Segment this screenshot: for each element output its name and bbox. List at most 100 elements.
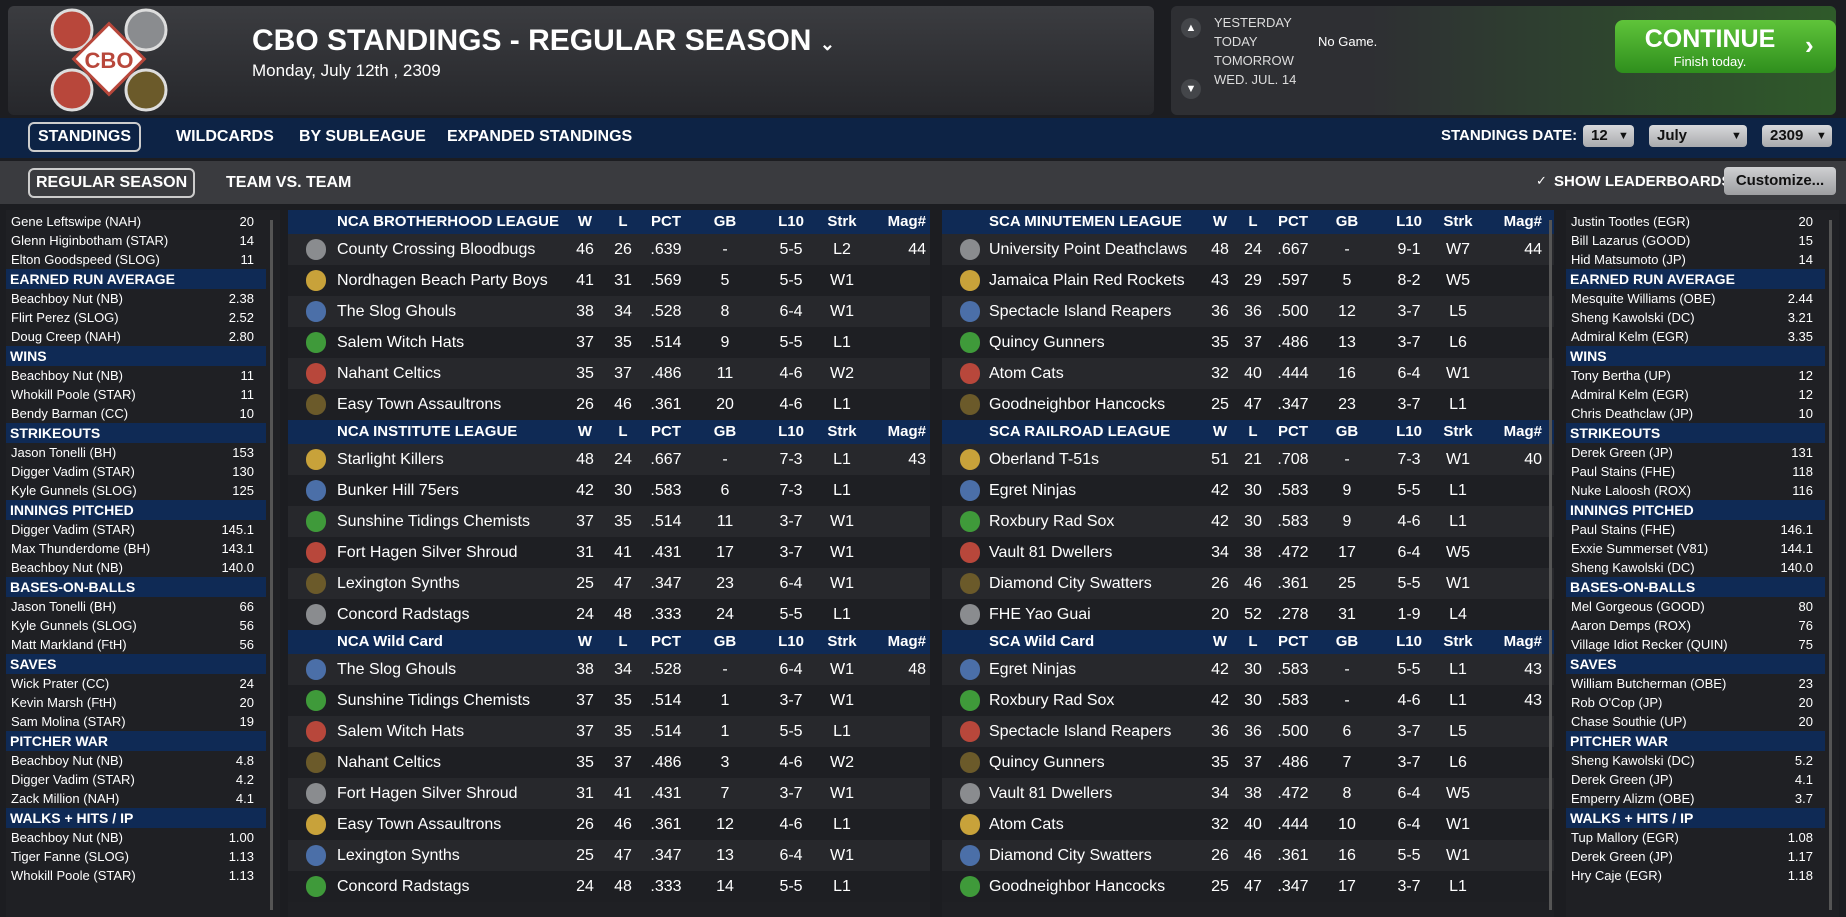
scroll-down-button[interactable]: ▼ [1181,79,1201,99]
leader-name[interactable]: Chris Deathclaw (JP) [1571,406,1694,421]
leader-name[interactable]: Beachboy Nut (NB) [11,830,123,845]
date-dropdown[interactable]: 2309 ▼ [1762,125,1832,147]
team-name[interactable]: Sunshine Tidings Chemists [337,692,530,709]
team-name[interactable]: Fort Hagen Silver Shroud [337,544,518,561]
team-name[interactable]: Jamaica Plain Red Rockets [989,272,1185,289]
leader-name[interactable]: Hid Matsumoto (JP) [1571,252,1686,267]
leader-name[interactable]: Max Thunderdome (BH) [11,541,151,556]
team-name[interactable]: Vault 81 Dwellers [989,785,1113,802]
checkbox[interactable]: ✓ [1536,173,1547,188]
leader-name[interactable]: Flirt Perez (SLOG) [11,310,119,325]
leader-name[interactable]: Beachboy Nut (NB) [11,291,123,306]
team-name[interactable]: Goodneighbor Hancocks [989,878,1166,895]
team-name[interactable]: Concord Radstags [337,606,470,623]
leader-name[interactable]: Derek Green (JP) [1571,849,1673,864]
team-name[interactable]: Salem Witch Hats [337,334,465,351]
leader-name[interactable]: Emperry Alizm (OBE) [1571,791,1695,806]
tab[interactable]: STANDINGS [28,122,142,152]
leader-name[interactable]: Hry Caje (EGR) [1571,868,1663,883]
team-name[interactable]: Atom Cats [989,816,1064,833]
page-title[interactable]: CBO STANDINGS - REGULAR SEASON ⌄ [252,24,835,57]
team-name[interactable]: Spectacle Island Reapers [989,723,1172,740]
team-name[interactable]: Nahant Celtics [337,754,442,771]
team-name[interactable]: Fort Hagen Silver Shroud [337,785,518,802]
leader-name[interactable]: Chase Southie (UP) [1571,714,1687,729]
subtab[interactable]: TEAM VS. TEAM [226,174,352,191]
team-name[interactable]: Atom Cats [989,365,1064,382]
leader-name[interactable]: Paul Stains (FHE) [1571,522,1676,537]
leader-name[interactable]: Sheng Kawolski (DC) [1571,753,1695,768]
team-name[interactable]: Concord Radstags [337,878,470,895]
leader-name[interactable]: Mesquite Williams (OBE) [1571,291,1716,306]
leader-name[interactable]: Wick Prater (CC) [11,676,110,691]
customize-button[interactable]: Customize... [1724,167,1836,195]
leader-name[interactable]: Elton Goodspeed (SLOG) [11,252,160,267]
leader-name[interactable]: Kyle Gunnels (SLOG) [11,483,137,498]
team-name[interactable]: Oberland T-51s [989,451,1099,468]
leader-name[interactable]: Village Idiot Recker (QUIN) [1571,637,1728,652]
team-name[interactable]: Egret Ninjas [989,661,1077,678]
leader-name[interactable]: Kyle Gunnels (SLOG) [11,618,137,633]
leader-name[interactable]: Glenn Higinbotham (STAR) [11,233,169,248]
team-name[interactable]: Egret Ninjas [989,482,1077,499]
leader-name[interactable]: Sam Molina (STAR) [11,714,126,729]
tab[interactable]: BY SUBLEAGUE [299,128,426,145]
team-name[interactable]: Lexington Synths [337,847,460,864]
leader-name[interactable]: William Butcherman (OBE) [1571,676,1727,691]
team-name[interactable]: Roxbury Rad Sox [989,692,1115,709]
team-name[interactable]: Goodneighbor Hancocks [989,396,1166,413]
leader-name[interactable]: Whokill Poole (STAR) [11,387,136,402]
team-name[interactable]: Quincy Gunners [989,754,1105,771]
team-name[interactable]: Lexington Synths [337,575,460,592]
leader-name[interactable]: Admiral Kelm (EGR) [1571,329,1689,344]
team-name[interactable]: County Crossing Bloodbugs [337,241,536,258]
tab[interactable]: WILDCARDS [176,128,274,145]
team-name[interactable]: Quincy Gunners [989,334,1105,351]
leader-name[interactable]: Justin Tootles (EGR) [1571,214,1690,229]
leader-name[interactable]: Doug Creep (NAH) [11,329,121,344]
leader-name[interactable]: Exxie Summerset (V81) [1571,541,1709,556]
team-name[interactable]: Nahant Celtics [337,365,442,382]
leader-name[interactable]: Beachboy Nut (NB) [11,560,123,575]
leader-name[interactable]: Nuke Laloosh (ROX) [1571,483,1691,498]
leader-name[interactable]: Beachboy Nut (NB) [11,753,123,768]
team-name[interactable]: The Slog Ghouls [337,303,457,320]
leader-name[interactable]: Tony Bertha (UP) [1571,368,1671,383]
leader-name[interactable]: Jason Tonelli (BH) [11,599,117,614]
leader-name[interactable]: Paul Stains (FHE) [1571,464,1676,479]
leader-name[interactable]: Rob O'Cop (JP) [1571,695,1663,710]
subtab[interactable]: REGULAR SEASON [28,168,196,198]
team-name[interactable]: Bunker Hill 75ers [337,482,459,499]
leader-name[interactable]: Sheng Kawolski (DC) [1571,560,1695,575]
leader-name[interactable]: Bill Lazarus (GOOD) [1571,233,1691,248]
continue-button[interactable]: CONTINUE Finish today. › [1615,20,1836,73]
show-leaderboards-label[interactable]: SHOW LEADERBOARDS [1554,173,1732,190]
leader-name[interactable]: Digger Vadim (STAR) [11,464,135,479]
team-name[interactable]: Easy Town Assaultrons [337,816,502,833]
team-name[interactable]: FHE Yao Guai [989,606,1091,623]
team-name[interactable]: University Point Deathclaws [989,241,1188,258]
leader-name[interactable]: Gene Leftswipe (NAH) [11,214,142,229]
leader-name[interactable]: Digger Vadim (STAR) [11,772,135,787]
leader-name[interactable]: Tup Mallory (EGR) [1571,830,1679,845]
leader-name[interactable]: Whokill Poole (STAR) [11,868,136,883]
scroll-up-button[interactable]: ▲ [1181,18,1201,38]
team-name[interactable]: Spectacle Island Reapers [989,303,1172,320]
team-name[interactable]: Nordhagen Beach Party Boys [337,272,548,289]
leader-name[interactable]: Kevin Marsh (FtH) [11,695,117,710]
team-name[interactable]: Salem Witch Hats [337,723,465,740]
leader-name[interactable]: Admiral Kelm (EGR) [1571,387,1689,402]
team-name[interactable]: Sunshine Tidings Chemists [337,513,530,530]
leader-name[interactable]: Matt Markland (FtH) [11,637,127,652]
leader-name[interactable]: Mel Gorgeous (GOOD) [1571,599,1705,614]
leader-name[interactable]: Derek Green (JP) [1571,445,1673,460]
team-name[interactable]: Easy Town Assaultrons [337,396,502,413]
date-dropdown[interactable]: July ▼ [1649,125,1747,147]
team-name[interactable]: Vault 81 Dwellers [989,544,1113,561]
team-name[interactable]: Diamond City Swatters [989,847,1152,864]
team-name[interactable]: Roxbury Rad Sox [989,513,1115,530]
team-name[interactable]: Diamond City Swatters [989,575,1152,592]
leader-name[interactable]: Beachboy Nut (NB) [11,368,123,383]
leader-name[interactable]: Digger Vadim (STAR) [11,522,135,537]
leader-name[interactable]: Sheng Kawolski (DC) [1571,310,1695,325]
